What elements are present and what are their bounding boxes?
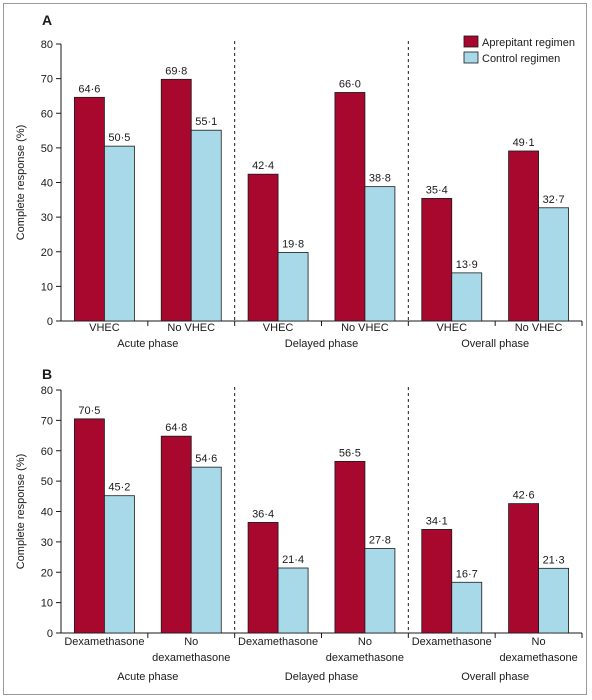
y-tick-label: 80 xyxy=(41,385,53,397)
bar-value-label: 55·1 xyxy=(195,116,217,128)
bar-value-label: 70·5 xyxy=(78,405,100,417)
category-label: No VHEC xyxy=(341,322,389,334)
control-bar xyxy=(190,466,222,634)
bar-value-label: 38·8 xyxy=(369,173,391,185)
control-bar xyxy=(364,548,396,634)
y-axis-title: Complete response (%) xyxy=(15,454,27,570)
y-axis-title: Complete response (%) xyxy=(15,125,27,241)
category-label: Dexamethasone xyxy=(238,636,318,648)
bar-value-label: 35·4 xyxy=(426,184,448,196)
control-bar xyxy=(190,129,222,322)
control-bar xyxy=(104,145,135,322)
y-tick-label: 20 xyxy=(41,567,53,579)
category-label: No VHEC xyxy=(167,322,215,334)
aprepitant-bar xyxy=(421,529,453,634)
control-bar xyxy=(277,567,309,634)
control-bar xyxy=(104,495,135,634)
category-label: dexamethasone xyxy=(499,652,577,664)
phase-label: Overall phase xyxy=(461,338,529,350)
y-tick-label: 60 xyxy=(41,446,53,458)
phase-label: Acute phase xyxy=(117,338,178,350)
bar-value-label: 21·4 xyxy=(282,554,304,566)
y-tick-label: 50 xyxy=(41,476,53,488)
bar-value-label: 42·4 xyxy=(252,160,274,172)
y-tick-label: 0 xyxy=(47,316,53,328)
bar-value-label: 19·8 xyxy=(282,238,304,250)
bar-value-label: 69·8 xyxy=(165,65,187,77)
bar-value-label: 45·2 xyxy=(108,482,130,494)
category-label: No xyxy=(184,636,198,648)
bar-value-label: 66·0 xyxy=(339,78,361,90)
bar-value-label: 27·8 xyxy=(369,535,391,547)
y-tick-label: 60 xyxy=(41,108,53,120)
control-bar xyxy=(277,252,309,322)
panel-label-b: B xyxy=(42,366,52,382)
y-tick-label: 70 xyxy=(41,74,53,86)
category-label: VHEC xyxy=(436,322,467,334)
y-tick-label: 10 xyxy=(41,598,53,610)
phase-label: Delayed phase xyxy=(285,338,358,350)
legend-swatch xyxy=(463,35,479,48)
bar-value-label: 64·8 xyxy=(165,422,187,434)
panel-label-a: A xyxy=(42,12,52,28)
control-bar xyxy=(451,272,483,322)
aprepitant-bar xyxy=(334,92,366,322)
bar-value-label: 54·6 xyxy=(195,453,217,465)
category-label: No xyxy=(532,636,546,648)
bar-value-label: 36·4 xyxy=(252,508,274,520)
phase-label: Delayed phase xyxy=(285,671,358,683)
bar-value-label: 32·7 xyxy=(543,194,565,206)
bar-value-label: 34·1 xyxy=(426,515,448,527)
y-tick-label: 70 xyxy=(41,415,53,427)
y-tick-label: 30 xyxy=(41,537,53,549)
legend-label: Aprepitant regimen xyxy=(482,37,575,49)
category-label: dexamethasone xyxy=(152,652,230,664)
bar-value-label: 16·7 xyxy=(456,568,478,580)
aprepitant-bar xyxy=(334,460,366,634)
y-tick-label: 30 xyxy=(41,212,53,224)
bar-value-label: 64·6 xyxy=(78,83,100,95)
phase-label: Acute phase xyxy=(117,671,178,683)
bar-value-label: 50·5 xyxy=(108,132,130,144)
category-label: Dexamethasone xyxy=(412,636,492,648)
aprepitant-bar xyxy=(247,522,279,634)
y-tick-label: 10 xyxy=(41,281,53,293)
category-label: dexamethasone xyxy=(326,652,404,664)
control-bar xyxy=(451,581,483,634)
y-tick-label: 0 xyxy=(47,628,53,640)
category-label: VHEC xyxy=(263,322,294,334)
control-bar xyxy=(364,186,396,322)
y-tick-label: 80 xyxy=(41,39,53,51)
control-bar xyxy=(538,567,569,634)
aprepitant-bar xyxy=(74,418,105,634)
bar-value-label: 49·1 xyxy=(513,137,535,149)
control-bar xyxy=(538,207,569,322)
y-tick-label: 50 xyxy=(41,143,53,155)
category-label: No xyxy=(358,636,372,648)
aprepitant-bar xyxy=(508,150,539,322)
aprepitant-bar xyxy=(160,78,192,322)
aprepitant-bar xyxy=(508,503,539,634)
legend-label: Control regimen xyxy=(482,53,560,65)
y-tick-label: 40 xyxy=(41,178,53,190)
aprepitant-bar xyxy=(247,173,279,322)
bar-value-label: 56·5 xyxy=(339,447,361,459)
phase-label: Overall phase xyxy=(461,671,529,683)
bar-value-label: 13·9 xyxy=(456,259,478,271)
category-label: VHEC xyxy=(89,322,120,334)
category-label: No VHEC xyxy=(515,322,563,334)
y-tick-label: 20 xyxy=(41,247,53,259)
bar-value-label: 21·3 xyxy=(543,554,565,566)
aprepitant-bar xyxy=(421,198,453,322)
y-tick-label: 40 xyxy=(41,507,53,519)
aprepitant-bar xyxy=(74,96,105,322)
category-label: Dexamethasone xyxy=(64,636,144,648)
aprepitant-bar xyxy=(160,435,192,634)
bar-value-label: 42·6 xyxy=(513,490,535,502)
legend-swatch xyxy=(463,51,479,64)
